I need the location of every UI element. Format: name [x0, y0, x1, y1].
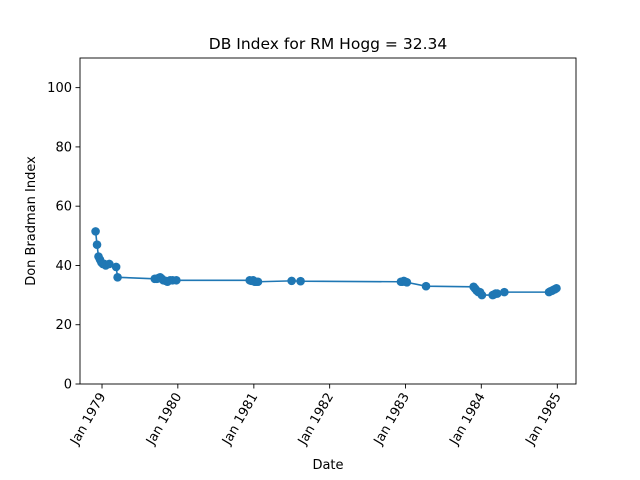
axes-frame	[79, 57, 577, 385]
data-point	[402, 278, 412, 287]
chart-title: DB Index for RM Hogg = 32.34	[209, 35, 447, 53]
data-point	[253, 277, 263, 287]
data-point	[296, 276, 305, 286]
data-point	[421, 281, 431, 291]
y-tick-label: 20	[55, 318, 72, 333]
y-tick-label: 80	[55, 140, 72, 155]
data-point	[104, 259, 114, 269]
data-point	[492, 289, 502, 298]
data-point	[477, 290, 487, 300]
y-axis-label: Don Bradman Index	[24, 156, 39, 286]
y-tick-label: 0	[64, 378, 72, 393]
data-point	[287, 276, 296, 286]
y-tick-label: 40	[55, 259, 72, 274]
y-tick-label: 100	[47, 81, 72, 96]
data-point	[552, 283, 561, 293]
data-point	[111, 262, 121, 272]
y-tick-label: 60	[55, 200, 72, 215]
data-point	[500, 287, 509, 297]
data-point	[92, 240, 102, 250]
data-point	[91, 227, 100, 236]
data-point	[113, 273, 122, 282]
data-point	[172, 275, 181, 285]
x-axis-label: Date	[312, 458, 343, 473]
